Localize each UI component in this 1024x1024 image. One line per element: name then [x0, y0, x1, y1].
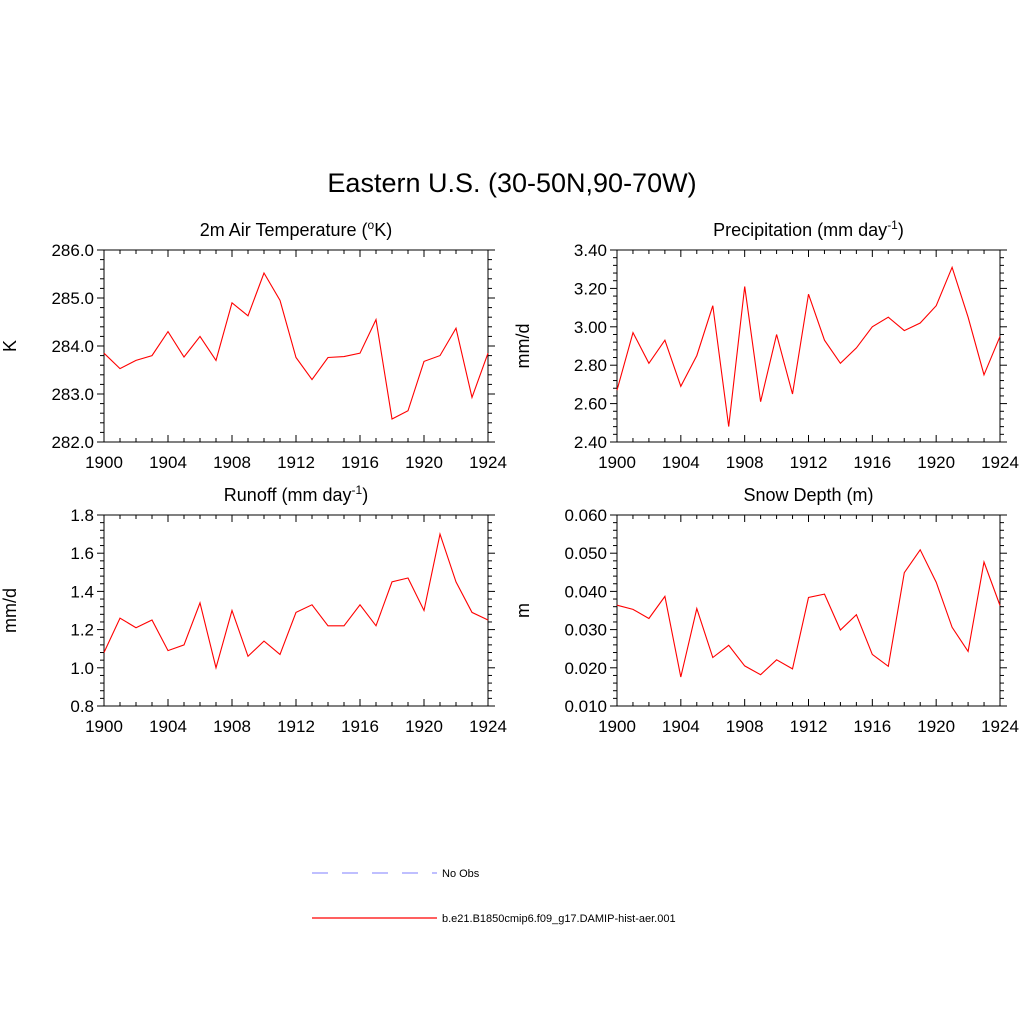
y-tick-label: 2.40 — [574, 433, 607, 452]
series-line — [616, 548, 1001, 678]
x-tick-label: 1920 — [405, 717, 443, 736]
series-line — [103, 271, 489, 420]
panel-4: 1900 1904 1908 1912 1916 1920 1924 0.010 0.020 0.… — [513, 485, 1019, 736]
panel-title: 2m Air Temperature (oK) — [200, 218, 392, 240]
x-tick-label: 1924 — [469, 453, 507, 472]
x-tick-label: 1904 — [149, 453, 187, 472]
panel-1: 1900 1904 1908 1912 1916 1920 1924 282.0 283.0 28… — [0, 218, 507, 472]
x-tick-label: 1904 — [662, 717, 700, 736]
y-tick-label: 0.010 — [564, 697, 607, 716]
y-tick-label: 1.2 — [70, 621, 94, 640]
x-tick-label: 1924 — [981, 453, 1019, 472]
plot-frame — [616, 514, 1001, 707]
legend-label-2: b.e21.B1850cmip6.f09_g17.DAMIP-hist-aer.… — [442, 913, 676, 925]
x-tick-label: 1900 — [85, 717, 123, 736]
panel-title-sup: o — [368, 218, 375, 232]
y-tick-label: 1.0 — [70, 659, 94, 678]
x-tick-label: 1912 — [790, 453, 828, 472]
y-tick-label: 3.20 — [574, 279, 607, 298]
y-tick-label: 282.0 — [51, 433, 94, 452]
x-tick-label: 1924 — [469, 717, 507, 736]
y-tick-label: 1.6 — [70, 544, 94, 563]
x-tick-label: 1916 — [341, 453, 379, 472]
panel-title-main: Runoff (mm day — [224, 485, 352, 505]
x-tick-label: 1904 — [662, 453, 700, 472]
y-tick-label: 0.040 — [564, 582, 607, 601]
y-tick-label: 3.00 — [574, 318, 607, 337]
plot-frame — [103, 514, 489, 707]
y-tick-label: 1.8 — [70, 506, 94, 525]
x-tick-label: 1904 — [149, 717, 187, 736]
panel-title: Snow Depth (m) — [743, 485, 873, 505]
legend: No Obs b.e21.B1850cmip6.f09_g17.DAMIP-his… — [312, 868, 676, 925]
panel-title-sup: -1 — [352, 483, 363, 497]
plot-frame — [616, 249, 1001, 443]
y-axis-label: mm/d — [513, 324, 533, 369]
y-tick-label: 2.60 — [574, 395, 607, 414]
y-tick-label: 286.0 — [51, 241, 94, 260]
plot-frame — [103, 249, 489, 443]
y-tick-label: 2.80 — [574, 356, 607, 375]
y-tick-label: 285.0 — [51, 289, 94, 308]
y-tick-label: 0.050 — [564, 544, 607, 563]
panel-title-tail: K) — [374, 220, 392, 240]
panel-2: 1900 1904 1908 1912 1916 1920 1924 2.40 2.60 2.80… — [513, 218, 1019, 472]
panel-title: Runoff (mm day-1) — [224, 483, 368, 505]
x-tick-label: 1924 — [981, 717, 1019, 736]
y-tick-label: 0.020 — [564, 659, 607, 678]
x-tick-label: 1912 — [277, 717, 315, 736]
panel-title-main: 2m Air Temperature ( — [200, 220, 368, 240]
x-tick-label: 1908 — [213, 717, 251, 736]
x-tick-label: 1900 — [598, 717, 636, 736]
x-tick-label: 1916 — [853, 453, 891, 472]
y-tick-label: 0.030 — [564, 621, 607, 640]
panel-title-tail: ) — [362, 485, 368, 505]
x-tick-label: 1920 — [917, 717, 955, 736]
x-tick-label: 1900 — [85, 453, 123, 472]
x-tick-label: 1916 — [341, 717, 379, 736]
x-tick-label: 1912 — [790, 717, 828, 736]
panel-title: Precipitation (mm day-1) — [713, 218, 904, 240]
x-tick-label: 1912 — [277, 453, 315, 472]
panel-title-tail: ) — [898, 220, 904, 240]
x-tick-label: 1916 — [853, 717, 891, 736]
x-tick-label: 1920 — [917, 453, 955, 472]
y-tick-label: 283.0 — [51, 385, 94, 404]
x-tick-label: 1908 — [213, 453, 251, 472]
y-tick-label: 3.40 — [574, 241, 607, 260]
y-axis-label: m — [513, 603, 533, 618]
legend-label-1: No Obs — [442, 868, 480, 880]
panel-3: 1900 1904 1908 1912 1916 1920 1924 0.8 1.0 1.2 1.4… — [0, 483, 507, 736]
y-tick-label: 0.060 — [564, 506, 607, 525]
y-tick-label: 1.4 — [70, 582, 94, 601]
series-line — [103, 532, 489, 670]
y-tick-label: 284.0 — [51, 337, 94, 356]
figure-title: Eastern U.S. (30-50N,90-70W) — [327, 168, 697, 198]
panel-title-main: Precipitation (mm day — [713, 220, 887, 240]
panel-title-main: Snow Depth (m) — [743, 485, 873, 505]
y-axis-label: mm/d — [0, 588, 20, 633]
x-tick-label: 1900 — [598, 453, 636, 472]
y-tick-label: 0.8 — [70, 697, 94, 716]
x-tick-label: 1908 — [726, 717, 764, 736]
series-line — [616, 265, 1001, 427]
y-axis-label: K — [0, 340, 20, 352]
x-tick-label: 1920 — [405, 453, 443, 472]
x-tick-label: 1908 — [726, 453, 764, 472]
panel-title-sup: -1 — [887, 218, 898, 232]
